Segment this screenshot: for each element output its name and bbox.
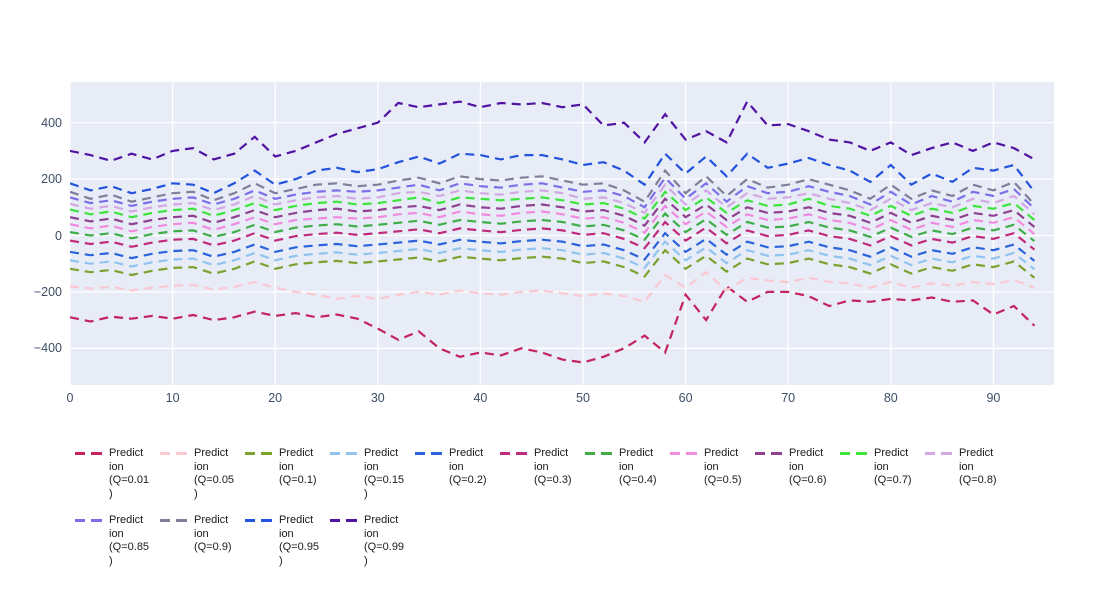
x-tick-label: 10 — [165, 391, 180, 405]
x-tick-label: 40 — [473, 391, 488, 405]
legend: Predict ion (Q=0.01 ) Predict ion (Q=0.05… — [75, 447, 1020, 581]
x-tick-label: 50 — [576, 391, 590, 405]
y-tick-label: 200 — [41, 172, 62, 187]
series-line-q0.05 — [70, 270, 1035, 304]
x-tick-label: 70 — [781, 391, 796, 405]
legend-dash-swatch — [585, 452, 612, 455]
legend-dash-swatch — [670, 452, 697, 455]
legend-label: Predict ion (Q=0.9) — [194, 514, 232, 553]
series-line-q0.9 — [70, 168, 1036, 206]
legend-item-q0.2[interactable]: Predict ion (Q=0.2) — [415, 447, 500, 501]
series-line-q0.01 — [70, 284, 1036, 364]
legend-item-q0.9[interactable]: Predict ion (Q=0.9) — [160, 514, 245, 568]
legend-item-q0.05[interactable]: Predict ion (Q=0.05 ) — [160, 447, 245, 501]
x-tick-label: 60 — [678, 391, 693, 405]
legend-label: Predict ion (Q=0.05 ) — [194, 447, 235, 500]
legend-item-q0.6[interactable]: Predict ion (Q=0.6) — [755, 447, 840, 501]
legend-dash-swatch — [160, 452, 187, 455]
legend-item-q0.1[interactable]: Predict ion (Q=0.1) — [245, 447, 330, 501]
legend-item-q0.99[interactable]: Predict ion (Q=0.99 ) — [330, 514, 415, 568]
legend-dash-swatch — [415, 452, 442, 455]
legend-item-q0.15[interactable]: Predict ion (Q=0.15 ) — [330, 447, 415, 501]
y-tick-label: 0 — [55, 228, 62, 243]
legend-label: Predict ion (Q=0.95 ) — [279, 514, 320, 567]
legend-label: Predict ion (Q=0.01 ) — [109, 447, 150, 500]
legend-item-q0.7[interactable]: Predict ion (Q=0.7) — [840, 447, 925, 501]
plot-background — [70, 82, 1054, 385]
y-tick-label: −400 — [33, 341, 62, 356]
legend-dash-swatch — [755, 452, 782, 455]
y-tick-label: 400 — [41, 115, 62, 130]
legend-item-q0.3[interactable]: Predict ion (Q=0.3) — [500, 447, 585, 501]
legend-label: Predict ion (Q=0.5) — [704, 447, 742, 486]
legend-item-q0.4[interactable]: Predict ion (Q=0.4) — [585, 447, 670, 501]
legend-dash-swatch — [75, 519, 102, 522]
legend-dash-swatch — [840, 452, 867, 455]
legend-item-q0.8[interactable]: Predict ion (Q=0.8) — [925, 447, 1010, 501]
legend-label: Predict ion (Q=0.1) — [279, 447, 317, 486]
x-tick-label: 80 — [883, 391, 898, 405]
legend-label: Predict ion (Q=0.7) — [874, 447, 912, 486]
x-tick-label: 20 — [268, 391, 283, 405]
legend-item-q0.85[interactable]: Predict ion (Q=0.85 ) — [75, 514, 160, 568]
legend-label: Predict ion (Q=0.15 ) — [364, 447, 405, 500]
x-tick-label: 90 — [986, 391, 1001, 405]
legend-item-q0.01[interactable]: Predict ion (Q=0.01 ) — [75, 447, 160, 501]
legend-dash-swatch — [925, 452, 952, 455]
legend-label: Predict ion (Q=0.85 ) — [109, 514, 150, 567]
legend-item-q0.5[interactable]: Predict ion (Q=0.5) — [670, 447, 755, 501]
legend-label: Predict ion (Q=0.2) — [449, 447, 487, 486]
legend-item-q0.95[interactable]: Predict ion (Q=0.95 ) — [245, 514, 330, 568]
legend-label: Predict ion (Q=0.99 ) — [364, 514, 405, 567]
series-line-q0.95 — [70, 151, 1036, 195]
legend-dash-swatch — [245, 452, 272, 455]
legend-dash-swatch — [330, 519, 357, 522]
plot-area[interactable] — [70, 82, 1054, 385]
legend-dash-swatch — [245, 519, 272, 522]
legend-label: Predict ion (Q=0.6) — [789, 447, 827, 486]
legend-label: Predict ion (Q=0.3) — [534, 447, 572, 486]
x-tick-label: 0 — [66, 391, 74, 405]
legend-label: Predict ion (Q=0.8) — [959, 447, 997, 486]
legend-dash-swatch — [160, 519, 187, 522]
series-line-q0.99 — [70, 99, 1035, 162]
legend-dash-swatch — [500, 452, 527, 455]
legend-label: Predict ion (Q=0.4) — [619, 447, 657, 486]
x-tick-label: 30 — [370, 391, 385, 405]
y-tick-label: −200 — [33, 284, 62, 299]
legend-dash-swatch — [75, 452, 102, 455]
legend-dash-swatch — [330, 452, 357, 455]
series-line-q0.8 — [70, 183, 1036, 216]
plot-canvas[interactable] — [70, 82, 1054, 385]
